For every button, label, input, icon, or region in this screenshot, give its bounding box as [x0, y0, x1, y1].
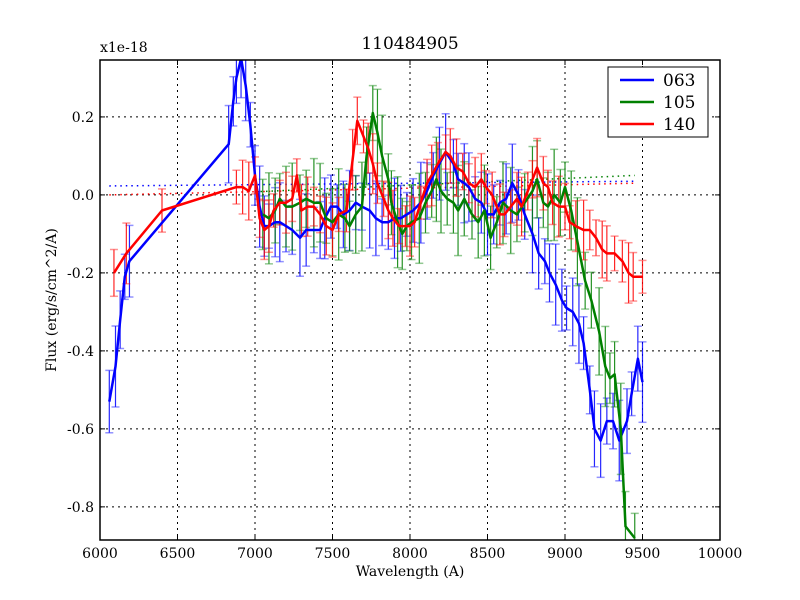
y-multiplier-label: x1e-18	[100, 40, 148, 56]
x-tick-label: 9000	[547, 546, 583, 562]
x-tick-labels: 6000 6500 7000 7500 8000 8500 9000 9500 10000	[82, 546, 742, 562]
y-axis-title: Flux (erg/s/cm^2/A)	[44, 228, 60, 372]
y-tick-labels: 0.2 0.0 -0.2 -0.4 -0.6 -0.8	[67, 110, 94, 516]
legend: 063 105 140	[607, 66, 709, 138]
legend-item-140: 140	[620, 115, 695, 135]
x-axis-title: Wavelength (A)	[356, 564, 465, 580]
grid-lines	[100, 60, 720, 540]
y-tick-label: 0.2	[72, 110, 94, 126]
y-tick-label: 0.0	[72, 188, 94, 204]
x-tick-label: 7000	[237, 546, 273, 562]
series-lines	[108, 60, 644, 539]
y-tick-label: -0.6	[67, 422, 94, 438]
legend-item-105: 105	[620, 93, 695, 113]
x-tick-label: 7500	[315, 546, 351, 562]
x-tick-label: 10000	[698, 546, 743, 562]
x-tick-label: 6000	[82, 546, 118, 562]
x-tick-label: 8000	[392, 546, 428, 562]
legend-item-063: 063	[620, 71, 695, 91]
axis-ticks	[99, 60, 721, 540]
x-tick-label: 8500	[470, 546, 506, 562]
y-tick-label: -0.2	[67, 266, 94, 282]
x-tick-label: 6500	[160, 546, 196, 562]
legend-label-140: 140	[663, 115, 695, 135]
chart-title: 110484905	[361, 34, 458, 54]
legend-label-105: 105	[663, 93, 695, 113]
y-tick-label: -0.4	[67, 344, 94, 360]
legend-label-063: 063	[663, 71, 695, 91]
y-tick-label: -0.8	[67, 500, 94, 516]
series-line-105	[262, 111, 636, 539]
x-tick-label: 9500	[625, 546, 661, 562]
series-line-140	[112, 119, 643, 279]
series-line-063	[108, 60, 644, 442]
